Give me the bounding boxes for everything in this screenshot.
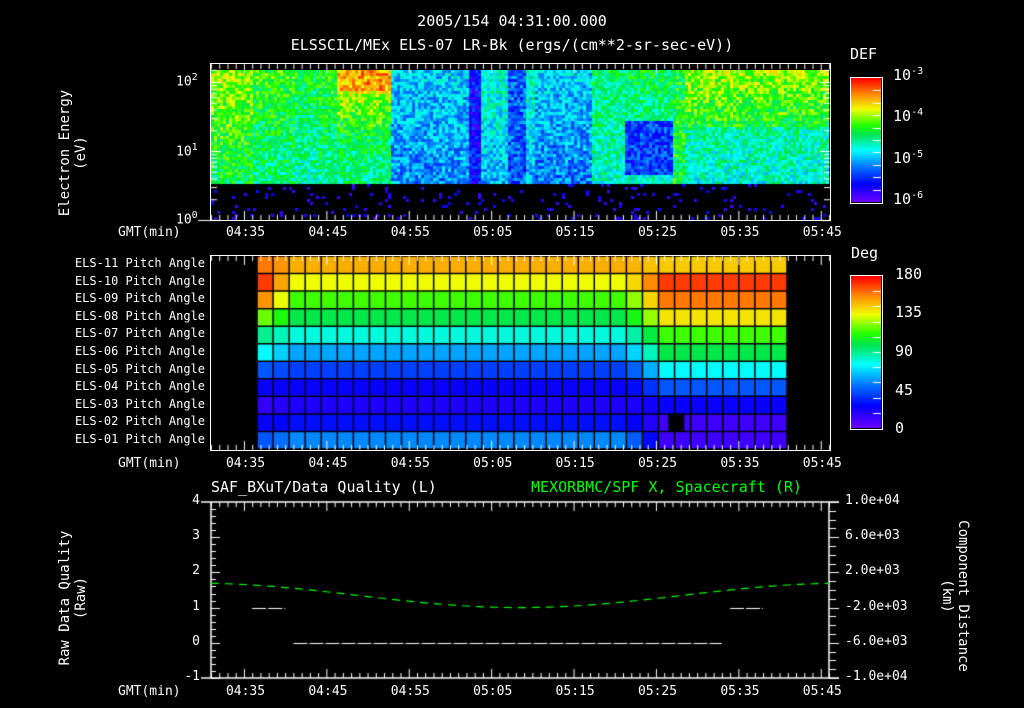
colorbar-def-frame: [850, 77, 883, 204]
line-plot-canvas: [190, 490, 850, 690]
y-tick-1e1: 101: [176, 142, 198, 160]
colorbar-deg-frame: [850, 275, 883, 430]
x-tick-label: 04:45: [308, 456, 348, 471]
y-tick-label-left: 4: [192, 493, 200, 508]
y-tick-label-right: -6.0e+03: [845, 633, 908, 649]
x-tick-label: 05:35: [720, 225, 760, 240]
x-tick-label: 05:45: [802, 456, 842, 471]
row-label: ELS-07 Pitch Angle: [74, 326, 205, 341]
row-label: ELS-11 Pitch Angle: [74, 256, 205, 270]
pitch-axis-ticks: [190, 245, 850, 455]
x-tick-label: 05:45: [802, 225, 842, 240]
row-label: ELS-04 Pitch Angle: [74, 379, 205, 394]
cbar-tick: 180: [895, 265, 923, 283]
y-tick-label-left: 3: [192, 528, 200, 544]
x-axis-label: GMT(min): [118, 225, 181, 240]
x-tick-label: 05:25: [637, 225, 678, 240]
x-tick-label: 05:15: [555, 225, 595, 240]
x-tick-label: 04:35: [225, 225, 266, 240]
x-tick-label: 04:55: [390, 225, 430, 240]
x-tick-label: 04:45: [308, 225, 348, 240]
row-label: ELS-02 Pitch Angle: [74, 414, 205, 429]
cbar-tick: 10-4: [893, 107, 924, 125]
y-tick-1e2: 102: [176, 72, 198, 90]
row-label: ELS-06 Pitch Angle: [74, 344, 205, 358]
cbar-tick: 90: [895, 342, 914, 360]
plot-subtitle: ELSSCIL/MEx ELS-07 LR-Bk (ergs/(cm**2-sr…: [290, 36, 734, 54]
y-tick-label-left: 1: [192, 598, 200, 614]
colorbar-deg-title: Deg: [851, 244, 879, 262]
x-tick-label: 05:35: [720, 684, 760, 699]
row-label: ELS-10 Pitch Angle: [74, 273, 205, 288]
plot-timestamp: 2005/154 04:31:00.000: [417, 12, 607, 30]
x-tick-label: 05:45: [802, 684, 842, 699]
y-tick-label-left: 0: [192, 633, 200, 649]
y-tick-1e0: 100: [176, 210, 198, 228]
x-tick-label: 05:15: [555, 684, 595, 699]
row-label: ELS-08 Pitch Angle: [74, 308, 205, 323]
x-tick-label: 05:05: [473, 684, 513, 699]
cbar-tick: 45: [895, 381, 914, 399]
right-ylabel: Component Distance (km): [939, 520, 971, 672]
x-tick-label: 05:05: [473, 456, 513, 471]
x-tick-label: 04:45: [308, 684, 348, 699]
x-tick-label: 05:25: [637, 684, 678, 699]
x-tick-label: 04:35: [225, 456, 266, 471]
x-tick-label: 05:25: [637, 456, 678, 471]
row-label: ELS-09 Pitch Angle: [74, 291, 205, 306]
row-label: ELS-01 Pitch Angle: [74, 432, 205, 446]
cbar-tick: 10-6: [893, 190, 924, 208]
y-tick-label-right: 1.0e+04: [845, 493, 900, 508]
cbar-tick: 10-3: [893, 66, 924, 84]
row-label: ELS-03 Pitch Angle: [74, 396, 205, 411]
cbar-tick: 0: [895, 419, 905, 437]
spectrogram-axis-ticks: [190, 55, 850, 230]
x-tick-label: 05:35: [720, 456, 760, 471]
colorbar-def-title: DEF: [850, 45, 878, 63]
pitch-row-labels: ELS-11 Pitch Angle ELS-10 Pitch Angle EL…: [0, 256, 205, 448]
x-axis-label: GMT(min): [118, 684, 181, 699]
x-tick-label: 04:55: [390, 456, 430, 471]
cbar-tick: 10-5: [893, 149, 924, 167]
left-ylabel: Raw Data Quality (Raw): [57, 530, 89, 666]
y-tick-label-right: -2.0e+03: [845, 598, 908, 614]
colorbar-def: [851, 78, 881, 202]
colorbar-deg: [851, 276, 881, 428]
row-label: ELS-05 Pitch Angle: [74, 361, 205, 376]
x-tick-label: 04:35: [225, 684, 266, 699]
x-tick-label: 04:55: [390, 684, 430, 699]
y-tick-label-left: 2: [192, 563, 200, 579]
y-tick-label-right: 6.0e+03: [845, 528, 900, 544]
y-tick-label-right: -1.0e+04: [845, 669, 908, 684]
spectrogram-ylabel: Electron Energy (eV): [57, 89, 89, 217]
cbar-tick: 135: [895, 303, 923, 321]
x-tick-label: 05:05: [473, 225, 513, 240]
y-tick-label-left: -1: [184, 669, 200, 684]
y-tick-label-right: 2.0e+03: [845, 563, 900, 579]
x-axis-label: GMT(min): [118, 456, 181, 471]
x-tick-label: 05:15: [555, 456, 595, 471]
